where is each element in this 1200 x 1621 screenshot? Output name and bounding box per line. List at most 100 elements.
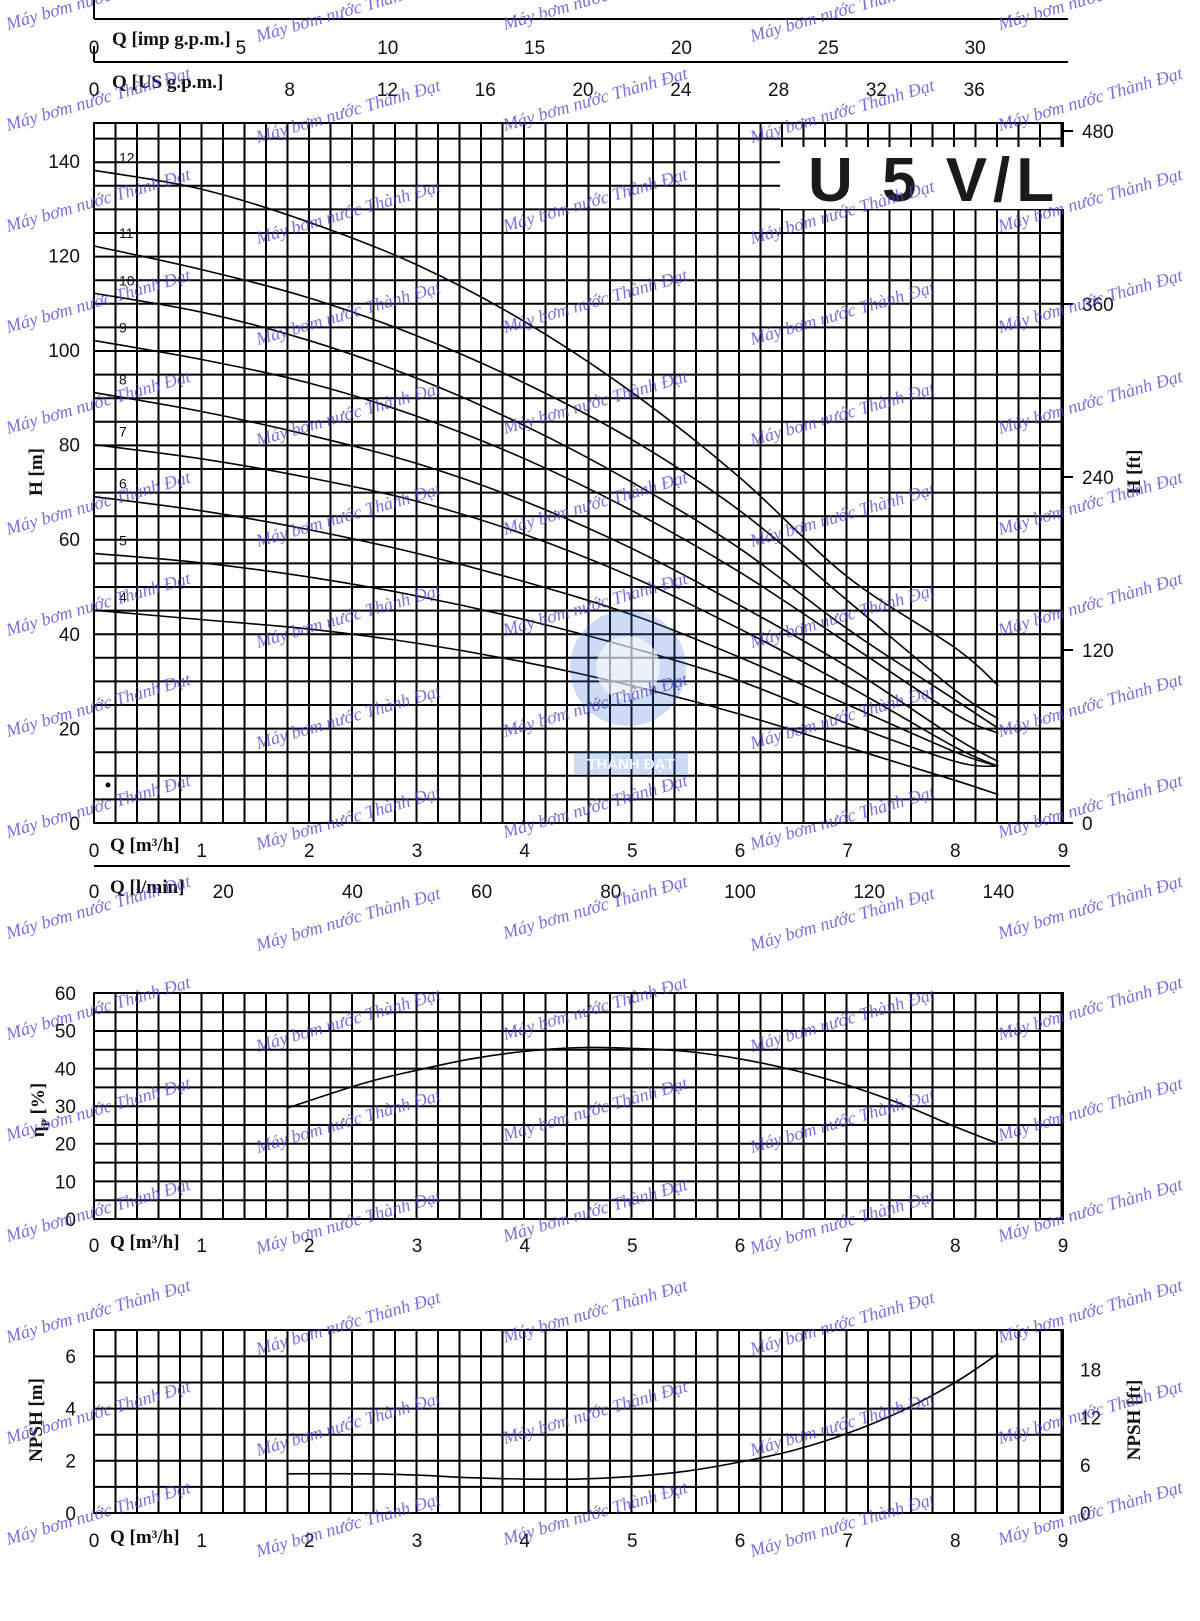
lmin-tick: 0 xyxy=(89,882,100,903)
eff-y-axis-title: ηP [%] xyxy=(28,1083,52,1138)
eff-x-tick: 8 xyxy=(950,1236,961,1257)
watermark-text: Máy bơm nước Thành Đạt xyxy=(995,568,1186,640)
eff-y-tick: 60 xyxy=(55,984,76,1005)
watermark-text: Máy bơm nước Thành Đạt xyxy=(253,378,444,450)
brand-logo: THÀNH ĐẠT xyxy=(570,610,688,774)
lmin-tick: 20 xyxy=(213,882,234,903)
us-tick-label: 32 xyxy=(866,80,887,101)
head-ft-tick: 360 xyxy=(1082,295,1114,316)
head-y-tick: 20 xyxy=(59,719,80,740)
imp-axis-label: Q [imp g.p.m.] xyxy=(112,29,231,50)
eff-x-tick: 6 xyxy=(735,1236,746,1257)
eff-x-tick: 3 xyxy=(412,1236,423,1257)
head-x-tick: 7 xyxy=(842,841,853,862)
eff-y-tick: 0 xyxy=(65,1210,76,1231)
watermark-text: Máy bơm nước Thành Đạt xyxy=(995,1376,1186,1448)
eff-y-symbol: η xyxy=(28,1126,49,1137)
eff-x-tick: 9 xyxy=(1058,1236,1069,1257)
watermark-text: Máy bơm nước Thành Đạt xyxy=(3,63,194,135)
watermark-text: Máy bơm nước Thành Đạt xyxy=(747,1287,938,1359)
npsh-x-tick: 0 xyxy=(89,1531,100,1552)
head-ft-axis-title: H [ft] xyxy=(1124,450,1145,495)
logo-text: THÀNH ĐẠT xyxy=(587,756,675,773)
eff-x-tick: 1 xyxy=(196,1236,207,1257)
head-ft-tick: 120 xyxy=(1082,641,1114,662)
title-background xyxy=(780,147,1080,209)
stage-label: 6 xyxy=(119,476,127,492)
npsh-x-tick: 5 xyxy=(627,1531,638,1552)
npsh-x-tick: 9 xyxy=(1058,1531,1069,1552)
stage-label: 11 xyxy=(119,225,134,241)
eff-y-tick: 20 xyxy=(55,1135,76,1156)
efficiency-chart: 0 10 20 30 40 50 60 ηP [%] 0 Q [m³/h] 1 2 3 4 5 6 7 8 9 xyxy=(28,984,1068,1257)
head-curve-stage-11 xyxy=(93,245,999,720)
watermark-text: Máy bơm nước Thành Đạt xyxy=(3,568,194,640)
stage-label: 10 xyxy=(119,272,135,288)
npsh-y-tick: 0 xyxy=(65,1504,76,1525)
watermark-text: Máy bơm nước Thành Đạt xyxy=(253,681,444,753)
npsh-ft-axis-title: NPSH [ft] xyxy=(1124,1380,1145,1461)
npsh-x-tick: 1 xyxy=(196,1531,207,1552)
watermark-text: Máy bơm nước Thành Đạt xyxy=(995,366,1186,438)
watermark-text: Máy bơm nước Thành Đạt xyxy=(747,0,938,46)
watermark-text: Máy bơm nước Thành Đạt xyxy=(3,164,194,236)
eff-x-tick: 4 xyxy=(519,1236,530,1257)
head-y-tick: 80 xyxy=(59,436,80,457)
watermark-text: Máy bơm nước Thành Đạt xyxy=(747,984,938,1056)
watermark-text: Máy bơm nước Thành Đạt xyxy=(995,1174,1186,1246)
watermark-text: Máy bơm nước Thành Đạt xyxy=(253,0,444,46)
head-y-tick: 60 xyxy=(59,530,80,551)
imp-tick-label: 25 xyxy=(818,38,839,59)
head-curve-stage-5 xyxy=(93,552,999,768)
head-curve-stage-10 xyxy=(93,292,999,730)
watermark-text: Máy bơm nước Thành Đạt xyxy=(253,1388,444,1460)
watermark-text: Máy bơm nước Thành Đạt xyxy=(747,378,938,450)
npsh-y-axis-title: NPSH [m] xyxy=(26,1378,47,1462)
us-tick-label: 8 xyxy=(284,80,295,101)
head-y-tick: 40 xyxy=(59,625,80,646)
us-tick-label: 0 xyxy=(89,80,100,101)
head-curve-stage-7 xyxy=(93,443,999,767)
efficiency-curve xyxy=(287,1046,999,1145)
head-y-tick: 120 xyxy=(48,246,80,267)
watermark-text: Máy bơm nước Thành Đạt xyxy=(500,164,691,236)
stage-label: 9 xyxy=(119,320,127,336)
watermark-text: Máy bơm nước Thành Đạt xyxy=(500,265,691,337)
watermark-text: Máy bơm nước Thành Đạt xyxy=(995,1073,1186,1145)
eff-x-tick: 7 xyxy=(842,1236,853,1257)
us-tick-label: 28 xyxy=(768,80,789,101)
logo-banner xyxy=(574,752,688,774)
npsh-x-tick: 4 xyxy=(519,1531,530,1552)
head-y-tick: 140 xyxy=(48,152,80,173)
imp-tick-label: 30 xyxy=(965,38,986,59)
stage-label: 8 xyxy=(119,372,127,388)
us-axis-label: Q [US g.p.m.] xyxy=(112,72,223,93)
model-title-text: U 5 V/L xyxy=(808,146,1060,215)
watermark-text: Máy bơm nước Thành Đạt xyxy=(500,871,691,943)
head-curve-stage-9 xyxy=(93,339,999,734)
npsh-ft-tick: 0 xyxy=(1080,1504,1091,1525)
npsh-x-tick: 8 xyxy=(950,1531,961,1552)
stage-label: 4 xyxy=(119,589,127,605)
plot-frame xyxy=(93,1329,1064,1514)
head-x-tick: 2 xyxy=(304,841,315,862)
head-curve-stage-8 xyxy=(93,391,999,763)
lmin-axis-title: Q [l/min] xyxy=(110,877,184,898)
npsh-ft-tick: 12 xyxy=(1080,1408,1101,1429)
head-x-tick: 6 xyxy=(735,841,746,862)
head-x-tick: 0 xyxy=(89,841,100,862)
head-y-tick: 100 xyxy=(48,341,80,362)
watermark-text: Máy bơm nước Thành Đạt xyxy=(500,0,691,34)
watermark-text: Máy bơm nước Thành Đạt xyxy=(253,277,444,349)
eff-x-tick: 0 xyxy=(89,1236,100,1257)
watermark-text: Máy bơm nước Thành Đạt xyxy=(747,883,938,955)
head-x-tick: 9 xyxy=(1058,841,1069,862)
watermark-text: Máy bơm nước Thành Đạt xyxy=(995,871,1186,943)
watermark-text: Máy bơm nước Thành Đạt xyxy=(500,1376,691,1448)
watermark-text: Máy bơm nước Thành Đạt xyxy=(995,0,1186,34)
us-tick-label: 24 xyxy=(670,80,692,101)
head-y-axis-title: H [m] xyxy=(26,448,47,496)
